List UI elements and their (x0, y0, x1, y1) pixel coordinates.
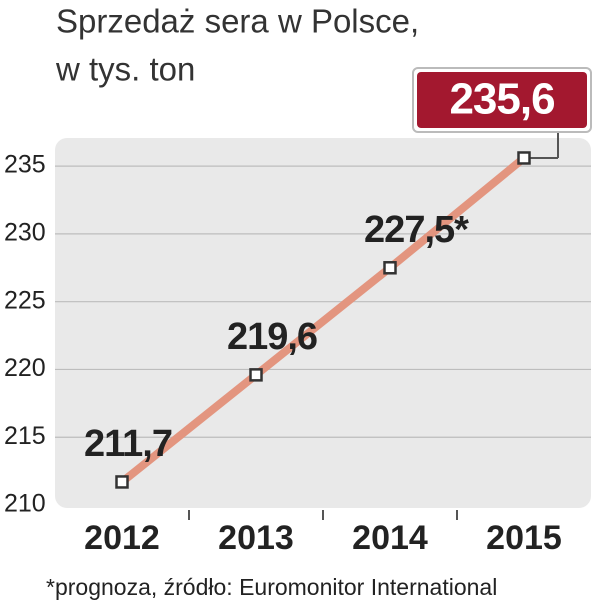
data-point (383, 261, 397, 275)
y-tick-label: 220 (4, 354, 46, 382)
data-point (115, 475, 129, 489)
data-line (118, 153, 528, 486)
y-tick-label: 215 (4, 422, 46, 450)
chart-title: Sprzedaż sera w Polsce, (56, 3, 419, 40)
data-point (517, 151, 531, 165)
y-tick-label: 235 (4, 151, 46, 179)
data-point (249, 368, 263, 382)
y-tick-label: 230 (4, 218, 46, 246)
x-tick-label: 2012 (84, 519, 160, 557)
y-tick-label: 210 (4, 490, 46, 518)
chart-subtitle: w tys. ton (55, 51, 195, 88)
x-tick-label: 2014 (352, 519, 428, 557)
x-tick-label: 2013 (218, 519, 294, 557)
footnote: *prognoza, źródło: Euromonitor Internati… (46, 574, 497, 600)
x-tick-label: 2015 (486, 519, 562, 557)
y-tick-label: 225 (4, 286, 46, 314)
callout-fill (417, 72, 587, 128)
value-label: 235,6 (449, 75, 554, 124)
value-label: 227,5* (364, 209, 469, 251)
value-label: 211,7 (84, 423, 172, 465)
value-label: 219,6 (227, 316, 317, 358)
